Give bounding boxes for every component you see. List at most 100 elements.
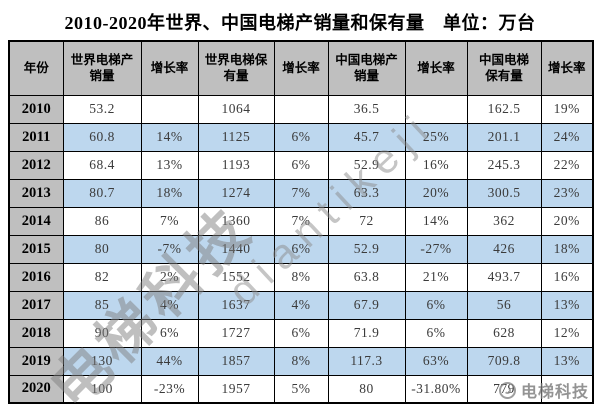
- data-cell: 130: [62, 346, 142, 376]
- data-cell: 21%: [404, 262, 468, 292]
- data-cell: -7%: [140, 234, 199, 264]
- data-cell: 52.9: [327, 234, 406, 264]
- data-cell: -23%: [140, 374, 199, 404]
- data-cell: 1440: [197, 234, 275, 264]
- year-cell: 2011: [8, 122, 64, 152]
- data-cell: 67.9: [327, 290, 406, 320]
- column-header: 中国电梯产 销量: [327, 40, 406, 96]
- data-cell: 18%: [540, 234, 594, 264]
- year-cell: 2018: [8, 318, 64, 348]
- table-row: 2017 85 4% 1637 4% 67.9 6% 56 13%: [8, 290, 594, 320]
- data-cell: 60.8: [62, 122, 142, 152]
- year-cell: 2013: [8, 178, 64, 208]
- data-cell: 1125: [197, 122, 275, 152]
- data-cell: 63.3: [327, 178, 406, 208]
- data-cell: 63%: [404, 346, 468, 376]
- data-cell: 20%: [540, 206, 594, 236]
- column-header: 世界电梯保 有量: [197, 40, 275, 96]
- data-cell: 426: [466, 234, 542, 264]
- data-cell: 14%: [404, 206, 468, 236]
- data-cell: 1552: [197, 262, 275, 292]
- data-cell: 779: [466, 374, 542, 404]
- data-cell: 53.2: [62, 94, 142, 124]
- data-cell: -27%: [404, 234, 468, 264]
- data-cell: 52.9: [327, 150, 406, 180]
- data-cell: 63.8: [327, 262, 406, 292]
- data-cell: 6%: [140, 318, 199, 348]
- data-cell: 1064: [197, 94, 275, 124]
- data-cell: 18%: [140, 178, 199, 208]
- data-cell: 100: [62, 374, 142, 404]
- data-cell: 7%: [140, 206, 199, 236]
- column-header: 世界电梯产 销量: [62, 40, 142, 96]
- data-cell: 80: [62, 234, 142, 264]
- data-cell: 13%: [540, 290, 594, 320]
- data-cell: 44%: [140, 346, 199, 376]
- table-row: 2015 80 -7% 1440 6% 52.9 -27% 426 18%: [8, 234, 594, 264]
- page-title: 2010-2020年世界、中国电梯产销量和保有量 单位：万台: [64, 13, 536, 33]
- data-cell: 1637: [197, 290, 275, 320]
- data-cell: 245.3: [466, 150, 542, 180]
- data-cell: 80: [327, 374, 406, 404]
- data-cell: 85: [62, 290, 142, 320]
- data-cell: 45.7: [327, 122, 406, 152]
- data-cell: 1857: [197, 346, 275, 376]
- data-cell: 628: [466, 318, 542, 348]
- data-cell: 20%: [404, 178, 468, 208]
- data-cell: 14%: [140, 122, 199, 152]
- table-row: 2016 82 2% 1552 8% 63.8 21% 493.7 16%: [8, 262, 594, 292]
- data-cell: 6%: [273, 122, 329, 152]
- data-cell: 7%: [273, 178, 329, 208]
- data-cell: 7%: [273, 206, 329, 236]
- data-cell: 25%: [404, 122, 468, 152]
- column-header: 年份: [8, 40, 64, 96]
- data-cell: [404, 94, 468, 124]
- data-cell: 72: [327, 206, 406, 236]
- year-cell: 2020: [8, 374, 64, 404]
- data-cell: 24%: [540, 122, 594, 152]
- data-cell: [540, 374, 594, 404]
- table-row: 2018 90 6% 1727 6% 71.9 6% 628 12%: [8, 318, 594, 348]
- data-cell: 300.5: [466, 178, 542, 208]
- year-cell: 2012: [8, 150, 64, 180]
- data-cell: 1274: [197, 178, 275, 208]
- data-cell: 80.7: [62, 178, 142, 208]
- data-cell: 68.4: [62, 150, 142, 180]
- data-cell: 13%: [140, 150, 199, 180]
- data-cell: 201.1: [466, 122, 542, 152]
- column-header: 增长率: [404, 40, 468, 96]
- data-cell: 6%: [273, 318, 329, 348]
- table-row: 2011 60.8 14% 1125 6% 45.7 25% 201.1 24%: [8, 122, 594, 152]
- table-header-row: 年份 世界电梯产 销量 增长率 世界电梯保 有量 增长率 中国电梯产 销量 增长率 中国电梯 …: [8, 40, 594, 96]
- data-cell: 5%: [273, 374, 329, 404]
- column-header: 增长率: [540, 40, 594, 96]
- table-row: 2012 68.4 13% 1193 6% 52.9 16% 245.3 22%: [8, 150, 594, 180]
- data-cell: 90: [62, 318, 142, 348]
- data-cell: 8%: [273, 346, 329, 376]
- data-cell: 1193: [197, 150, 275, 180]
- year-cell: 2015: [8, 234, 64, 264]
- data-cell: 1360: [197, 206, 275, 236]
- year-cell: 2019: [8, 346, 64, 376]
- data-cell: 86: [62, 206, 142, 236]
- year-cell: 2010: [8, 94, 64, 124]
- data-cell: 6%: [404, 318, 468, 348]
- data-cell: 56: [466, 290, 542, 320]
- year-cell: 2014: [8, 206, 64, 236]
- data-cell: 362: [466, 206, 542, 236]
- table-row: 2014 86 7% 1360 7% 72 14% 362 20%: [8, 206, 594, 236]
- data-cell: 117.3: [327, 346, 406, 376]
- data-cell: 6%: [273, 150, 329, 180]
- data-cell: 22%: [540, 150, 594, 180]
- table-row: 2013 80.7 18% 1274 7% 63.3 20% 300.5 23%: [8, 178, 594, 208]
- data-cell: 19%: [540, 94, 594, 124]
- data-cell: 71.9: [327, 318, 406, 348]
- data-cell: 2%: [140, 262, 199, 292]
- data-cell: 1727: [197, 318, 275, 348]
- year-cell: 2016: [8, 262, 64, 292]
- data-cell: 6%: [404, 290, 468, 320]
- column-header: 增长率: [140, 40, 199, 96]
- data-cell: 16%: [404, 150, 468, 180]
- data-cell: 1957: [197, 374, 275, 404]
